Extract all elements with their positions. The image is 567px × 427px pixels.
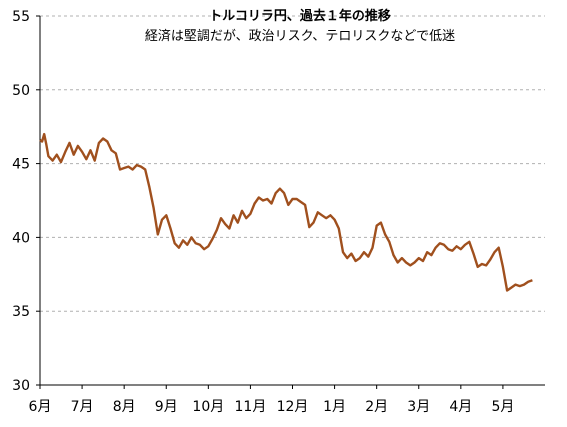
- y-tick-label-1: 35: [12, 304, 30, 320]
- x-tick-label-8: 2月: [365, 399, 388, 415]
- x-tick-label-2: 8月: [113, 399, 136, 415]
- chart-title: トルコリラ円、過去１年の推移: [209, 8, 391, 24]
- series-line-0: [39, 132, 533, 292]
- x-tick-label-4: 10月: [192, 399, 224, 415]
- y-tick-label-3: 45: [12, 157, 30, 173]
- y-tick-label-5: 55: [12, 9, 30, 25]
- y-tick-label-2: 40: [12, 230, 30, 246]
- gridlines: [40, 15, 545, 312]
- y-axis-ticks: 30 35 40 45 50 55: [12, 9, 40, 394]
- x-tick-label-5: 11月: [235, 399, 267, 415]
- x-tick-label-9: 3月: [407, 399, 430, 415]
- chart-subtitle: 経済は堅調だが、政治リスク、テロリスクなどで低迷: [145, 28, 455, 44]
- x-tick-label-11: 5月: [491, 399, 514, 415]
- x-tick-label-10: 4月: [449, 399, 472, 415]
- x-tick-label-0: 6月: [29, 399, 52, 415]
- y-tick-label-4: 50: [12, 83, 30, 99]
- series-layer: [39, 132, 533, 292]
- x-axis-ticks: 6月 7月 8月 9月 10月 11月 12月 1月 2月 3月 4月 5月: [29, 385, 514, 415]
- y-tick-label-0: 30: [12, 378, 30, 394]
- x-tick-label-1: 7月: [71, 399, 94, 415]
- x-tick-label-7: 1月: [323, 399, 346, 415]
- x-tick-label-3: 9月: [155, 399, 178, 415]
- x-tick-label-6: 12月: [277, 399, 309, 415]
